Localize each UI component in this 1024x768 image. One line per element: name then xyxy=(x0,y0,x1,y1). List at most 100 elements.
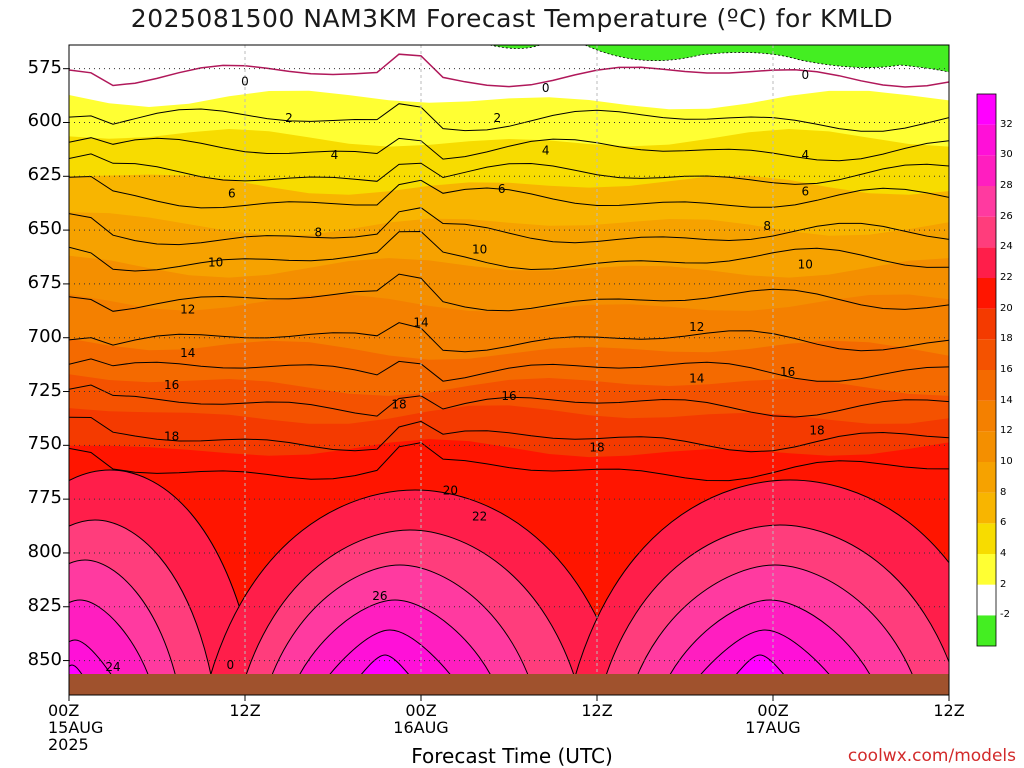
y-tick-label: 800 xyxy=(27,540,62,562)
y-tick-label: 625 xyxy=(27,164,62,186)
x-tick-date: 17AUG xyxy=(745,718,801,737)
colorbar-label: 20 xyxy=(1000,302,1013,314)
colorbar-label: 32 xyxy=(1000,118,1013,130)
colorbar-label: 4 xyxy=(1000,548,1007,559)
contour-label: 18 xyxy=(391,397,406,411)
contour-label: 2 xyxy=(493,111,501,125)
x-tick-label: 00Z 15AUG 2025 xyxy=(48,702,118,753)
y-tick-label: 825 xyxy=(27,594,62,616)
colorbar-label: 12 xyxy=(1000,425,1013,437)
colorbar-label: 16 xyxy=(1000,364,1013,375)
x-tick-time: 12Z xyxy=(581,701,613,720)
isotherm-line xyxy=(69,207,949,246)
x-tick-date: 16AUG xyxy=(393,718,449,737)
x-tick-time: 00Z xyxy=(757,701,789,720)
isotherm-line xyxy=(69,103,949,132)
isotherm-lines xyxy=(69,53,949,482)
contour-label: 6 xyxy=(498,182,506,196)
isotherm-line xyxy=(69,442,949,482)
isotherm-line xyxy=(69,416,949,453)
colorbar xyxy=(976,93,997,647)
x-tick-time: 00Z xyxy=(48,701,80,720)
contour-label: 16 xyxy=(164,378,179,392)
colorbar-swatch xyxy=(977,247,996,278)
contour-label: 4 xyxy=(331,148,339,162)
contour-label: 20 xyxy=(443,484,458,498)
x-tick-label: 00Z 17AUG xyxy=(738,702,808,736)
y-ticks xyxy=(63,68,69,662)
colorbar-swatch xyxy=(977,615,996,646)
contour-label: 2 xyxy=(285,111,293,125)
contour-label: 10 xyxy=(798,258,813,272)
y-tick-label: 850 xyxy=(27,648,62,670)
chart-title: 2025081500 NAM3KM Forecast Temperature (… xyxy=(130,4,894,33)
x-tick-label: 12Z xyxy=(562,702,632,719)
terrain-band xyxy=(69,674,949,695)
colorbar-swatch xyxy=(977,124,996,156)
contour-label: 12 xyxy=(689,320,704,334)
colorbar-label: 24 xyxy=(1000,241,1013,253)
contour-label: 14 xyxy=(689,372,704,386)
contour-label: 8 xyxy=(763,219,771,233)
colorbar-swatch xyxy=(977,308,996,340)
isotherm-line xyxy=(69,384,949,418)
colorbar-label: -2 xyxy=(1000,609,1010,621)
contour-label: 18 xyxy=(589,440,604,454)
colorbar-swatch xyxy=(977,278,996,309)
x-tick-label: 12Z xyxy=(210,702,280,719)
colorbar-label: 18 xyxy=(1000,333,1013,345)
colorbar-label: 2 xyxy=(1000,578,1007,590)
isotherm-line xyxy=(69,230,949,272)
gridlines xyxy=(68,45,950,695)
contour-label: 16 xyxy=(501,389,516,403)
isotherm-line xyxy=(69,53,949,88)
isotherm-line xyxy=(69,175,949,209)
isotherm-line xyxy=(69,358,949,382)
contour-label: 10 xyxy=(208,255,223,269)
credit-link[interactable]: coolwx.com/models xyxy=(847,746,1016,766)
x-axis-label: Forecast Time (UTC) xyxy=(411,744,613,768)
colorbar-label: 22 xyxy=(1000,272,1013,283)
contour-label: 0 xyxy=(241,75,249,89)
colorbar-swatch xyxy=(977,523,996,554)
colorbar-label: 8 xyxy=(1000,486,1007,498)
colorbar-swatch xyxy=(977,339,996,370)
contour-label: 6 xyxy=(801,184,809,198)
contour-label: 0 xyxy=(542,81,550,95)
x-tick-time: 12Z xyxy=(229,701,261,720)
contour-label: 24 xyxy=(105,660,120,674)
colorbar-label: 6 xyxy=(1000,517,1007,529)
isotherm-line xyxy=(69,273,949,312)
isotherm-line xyxy=(69,153,949,185)
colorbar-swatch xyxy=(977,462,996,493)
isotherm-line xyxy=(69,137,949,162)
contour-label: 14 xyxy=(413,316,428,330)
contour-label: 10 xyxy=(472,242,487,256)
x-tick-time: 00Z xyxy=(405,701,437,720)
contour-label: 0 xyxy=(227,658,235,672)
colorbar-label: 10 xyxy=(1000,456,1013,467)
contour-label: 26 xyxy=(372,589,387,603)
x-tick-date: 15AUG xyxy=(48,718,104,737)
colorbar-swatch xyxy=(977,155,996,186)
contour-label: 18 xyxy=(809,423,824,437)
y-tick-label: 675 xyxy=(27,271,62,293)
colorbar-swatch xyxy=(977,94,996,125)
colorbar-label: 26 xyxy=(1000,210,1013,222)
contour-label: 16 xyxy=(780,365,795,379)
contour-label: 22 xyxy=(472,509,487,523)
x-ticks xyxy=(68,695,950,701)
contour-label: 4 xyxy=(801,148,809,162)
y-tick-label: 650 xyxy=(27,218,62,240)
contour-label: 4 xyxy=(542,143,550,157)
colorbar-label: 28 xyxy=(1000,180,1013,191)
colorbar-swatch xyxy=(977,186,996,217)
colorbar-swatch xyxy=(977,370,996,401)
colorbar-frame xyxy=(976,93,997,647)
colorbar-swatch xyxy=(977,400,996,432)
colorbar-swatch xyxy=(977,554,996,585)
contour-label: 18 xyxy=(164,430,179,444)
contour-label: 8 xyxy=(315,225,323,239)
contour-label: 14 xyxy=(180,346,195,360)
